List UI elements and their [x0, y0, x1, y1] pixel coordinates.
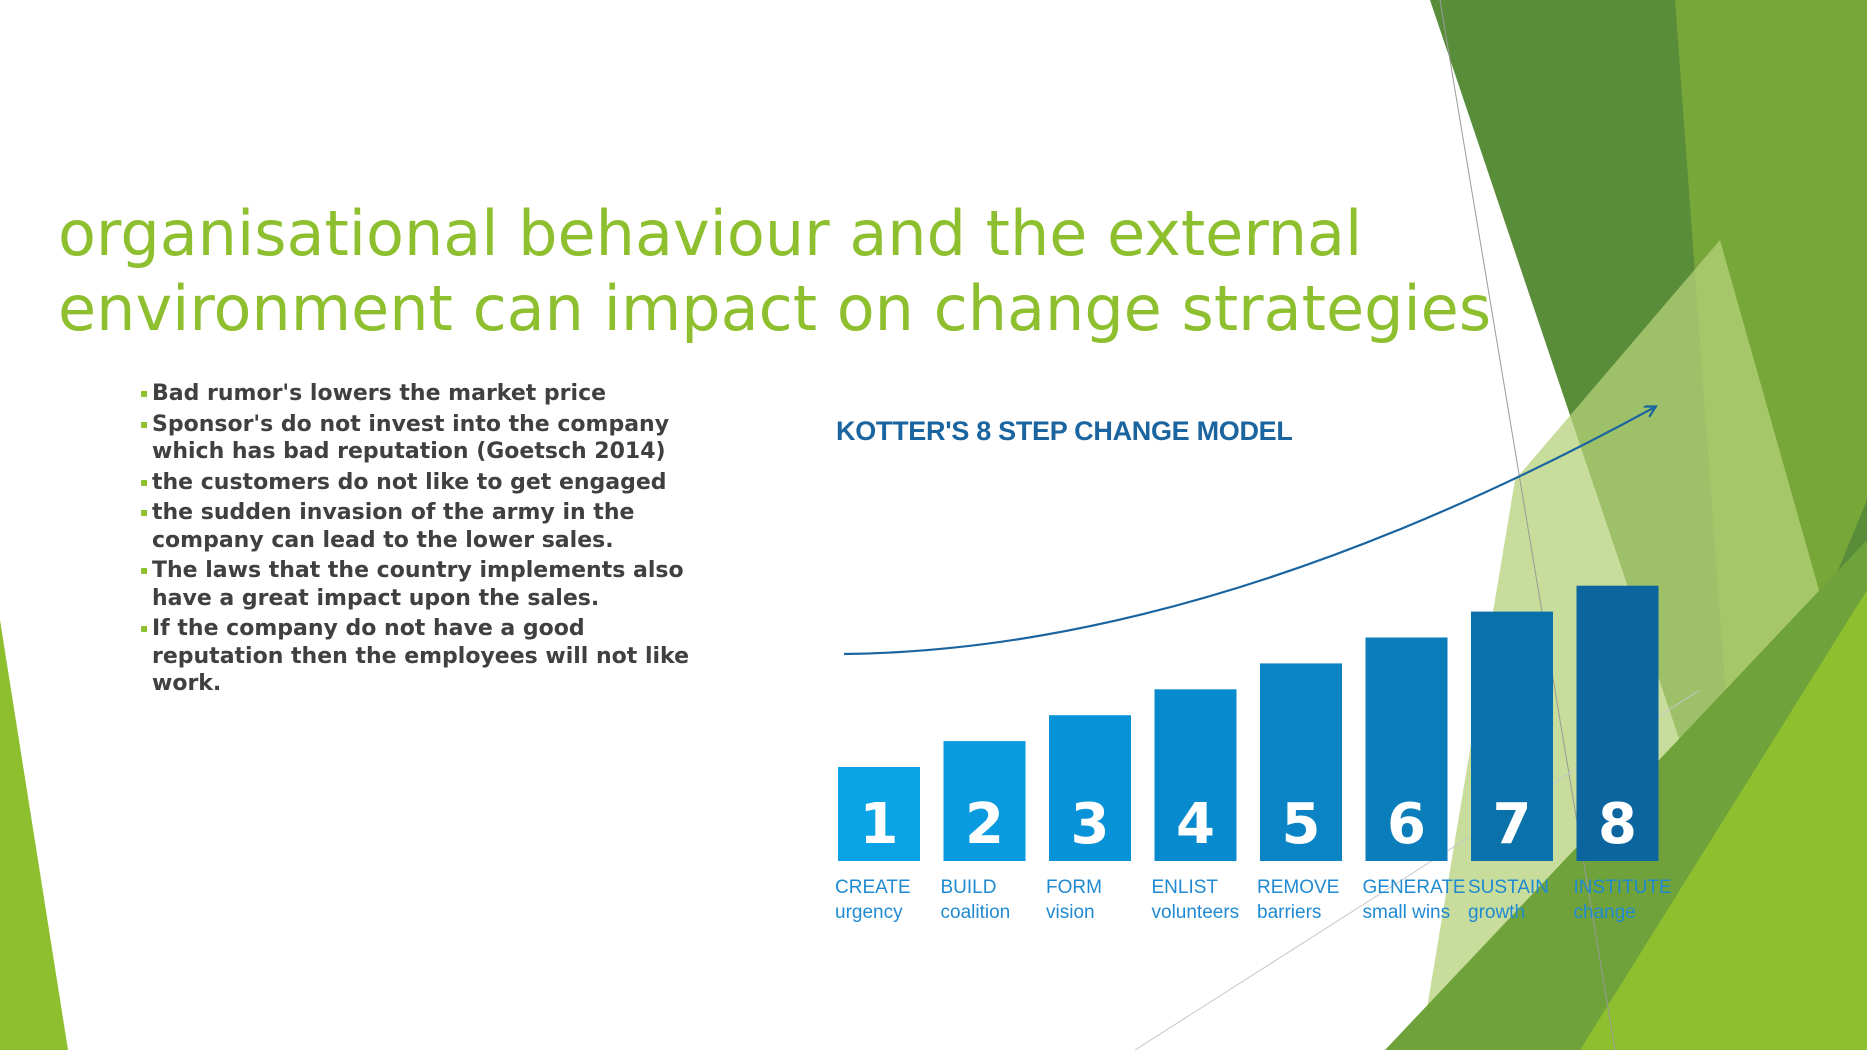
chart-title: KOTTER'S 8 STEP CHANGE MODEL [836, 416, 1293, 446]
category-label-line1: FORM [1046, 877, 1102, 898]
category-label-line2: coalition [941, 902, 1011, 923]
bar-step-4 [1154, 689, 1237, 861]
category-label-line1: SUSTAIN [1468, 877, 1549, 898]
category-label-line2: change [1574, 902, 1636, 923]
bullet-item: ▪ The laws that the country implements al… [140, 557, 720, 612]
bar-step-5 [1260, 663, 1342, 861]
bar-number-label: 1 [860, 792, 899, 857]
bar-number-label: 6 [1387, 792, 1426, 857]
bars: 1 CREATE urgency 2 BUILD coalition 3 FORM vision… [835, 585, 1672, 923]
bar-step-7 [1471, 611, 1553, 861]
category-label-line2: volunteers [1152, 902, 1240, 923]
bar-step-6 [1365, 637, 1448, 861]
category-label-line1: GENERATE [1363, 877, 1466, 898]
bullet-line: Bad rumor's lowers the market price [152, 381, 607, 406]
bullet-marker-icon: ▪ [140, 386, 149, 400]
decor-line-1 [1439, 0, 1616, 1050]
bullet-item: ▪ If the company do not have a good reputa… [140, 615, 720, 698]
bullet-item: ▪ the sudden invasion of the army in the c… [140, 499, 720, 554]
bar-number-label: 5 [1282, 792, 1321, 857]
bullet-marker-icon: ▪ [140, 474, 149, 489]
bar-step-8 [1576, 585, 1659, 861]
bullet-item: ▪ the customers do not like to get engage… [140, 469, 720, 497]
bullet-line: the customers do not like to get engaged [152, 469, 667, 495]
slide-title: organisational behaviour and the externa… [58, 196, 1558, 346]
left-green-shape [0, 620, 68, 1050]
bullet-line: If the company do not have a good [152, 616, 585, 641]
bullet-line: company can lead to the lower sales. [152, 527, 614, 553]
bar-step-1 [838, 767, 920, 861]
category-label-line2: vision [1046, 902, 1095, 923]
bullet-item: ▪ Sponsor's do not invest into the compan… [140, 411, 720, 466]
bar-number-label: 7 [1493, 792, 1532, 857]
bar-step-3 [1049, 715, 1131, 861]
bullet-line: the sudden invasion of the army in the [152, 500, 635, 525]
category-label-line1: REMOVE [1257, 877, 1339, 898]
bar-number-label: 4 [1176, 792, 1215, 857]
bar-number-label: 3 [1071, 792, 1110, 857]
category-label-line2: growth [1468, 902, 1525, 923]
bullet-item: ▪ Bad rumor's lowers the market price [140, 380, 720, 408]
bar-step-2 [943, 741, 1026, 861]
category-label-line1: CREATE [835, 877, 911, 898]
bullet-line: which has bad reputation (Goetsch 2014) [152, 439, 666, 464]
bullet-marker-icon: ▪ [140, 416, 149, 431]
right-green-bright-shape [1580, 590, 1867, 1050]
bullet-marker-icon: ▪ [140, 505, 149, 519]
bullet-list: ▪ Bad rumor's lowers the market price ▪ Spo… [140, 380, 720, 701]
category-label-line1: INSTITUTE [1574, 877, 1672, 898]
category-label-line2: barriers [1257, 902, 1321, 923]
bullet-line: reputation then the employees will not l… [152, 643, 690, 669]
trend-arrow [843, 407, 1655, 656]
bullet-marker-icon: ▪ [140, 621, 149, 635]
category-label-line1: BUILD [941, 877, 997, 898]
bullet-line: Sponsor's do not invest into the company [152, 411, 670, 437]
slide-title-line-2: environment can impact on change strateg… [58, 272, 1492, 345]
category-label-line2: small wins [1363, 902, 1451, 923]
bullet-marker-icon: ▪ [140, 563, 149, 577]
bullet-line: work. [152, 671, 222, 696]
bar-number-label: 2 [965, 792, 1004, 857]
category-label-line1: ENLIST [1152, 877, 1219, 898]
bar-number-label: 8 [1598, 792, 1637, 857]
category-label-line2: urgency [835, 902, 903, 923]
bullet-line: The laws that the country implements als… [152, 558, 684, 583]
bullet-line: have a great impact upon the sales. [152, 585, 600, 611]
kotter-chart: KOTTER'S 8 STEP CHANGE MODEL 1 CREATE urge… [835, 395, 1672, 923]
slide-title-line-1: organisational behaviour and the externa… [58, 197, 1363, 270]
